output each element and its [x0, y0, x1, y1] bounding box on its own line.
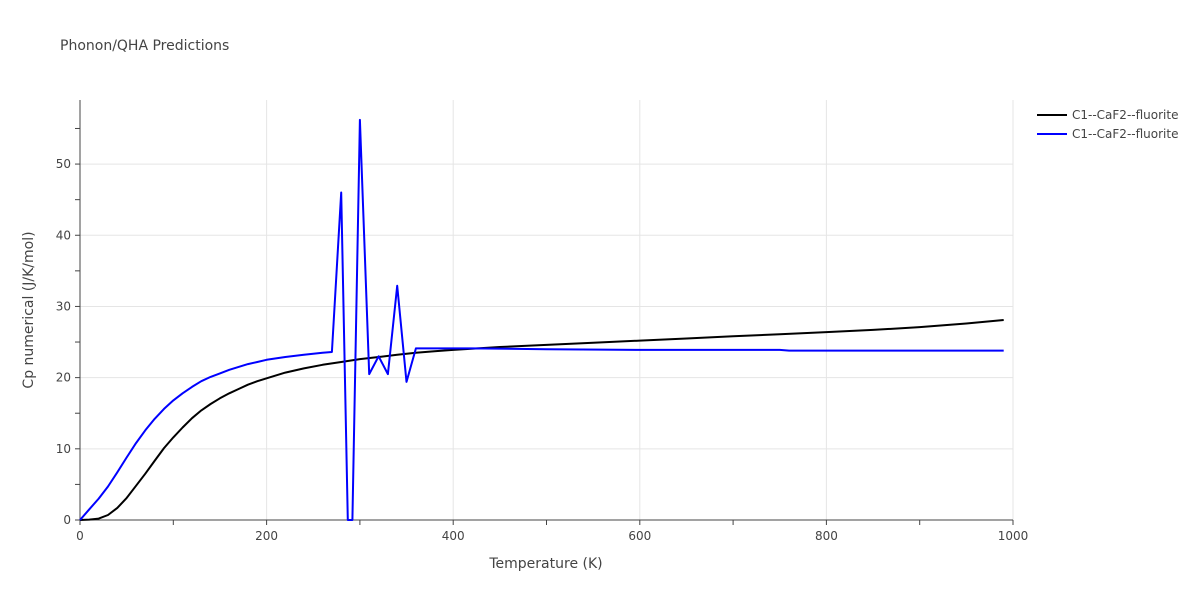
axes — [75, 100, 1014, 525]
y-tick-label: 40 — [56, 228, 71, 242]
y-axis-label: Cp numerical (J/K/mol) — [21, 231, 37, 388]
y-tick-label: 0 — [63, 513, 71, 527]
chart-title: Phonon/QHA Predictions — [60, 38, 229, 54]
legend: C1--CaF2--fluorite C1--CaF2--fluorite — [1037, 108, 1178, 141]
x-tick-label: 0 — [76, 529, 84, 543]
series-lines — [79, 118, 1004, 521]
grid-lines — [80, 100, 1014, 520]
y-tick-label: 50 — [56, 157, 71, 171]
y-tick-label: 20 — [56, 371, 71, 385]
x-axis-label: Temperature (K) — [488, 556, 602, 572]
y-tick-label: 10 — [56, 442, 71, 456]
tick-labels: 0 200 400 600 800 1000 0 10 20 30 40 50 — [56, 157, 1029, 543]
legend-item-1[interactable]: C1--CaF2--fluorite — [1037, 108, 1178, 122]
legend-item-2[interactable]: C1--CaF2--fluorite — [1037, 127, 1178, 141]
x-tick-label: 200 — [255, 529, 278, 543]
series-line-2 — [79, 118, 1004, 521]
x-tick-label: 800 — [815, 529, 838, 543]
y-tick-label: 30 — [56, 299, 71, 313]
legend-label: C1--CaF2--fluorite — [1072, 108, 1178, 122]
series-line-1 — [79, 319, 1004, 521]
x-tick-label: 400 — [442, 529, 465, 543]
x-tick-label: 600 — [628, 529, 651, 543]
x-tick-label: 1000 — [998, 529, 1029, 543]
legend-label: C1--CaF2--fluorite — [1072, 127, 1178, 141]
